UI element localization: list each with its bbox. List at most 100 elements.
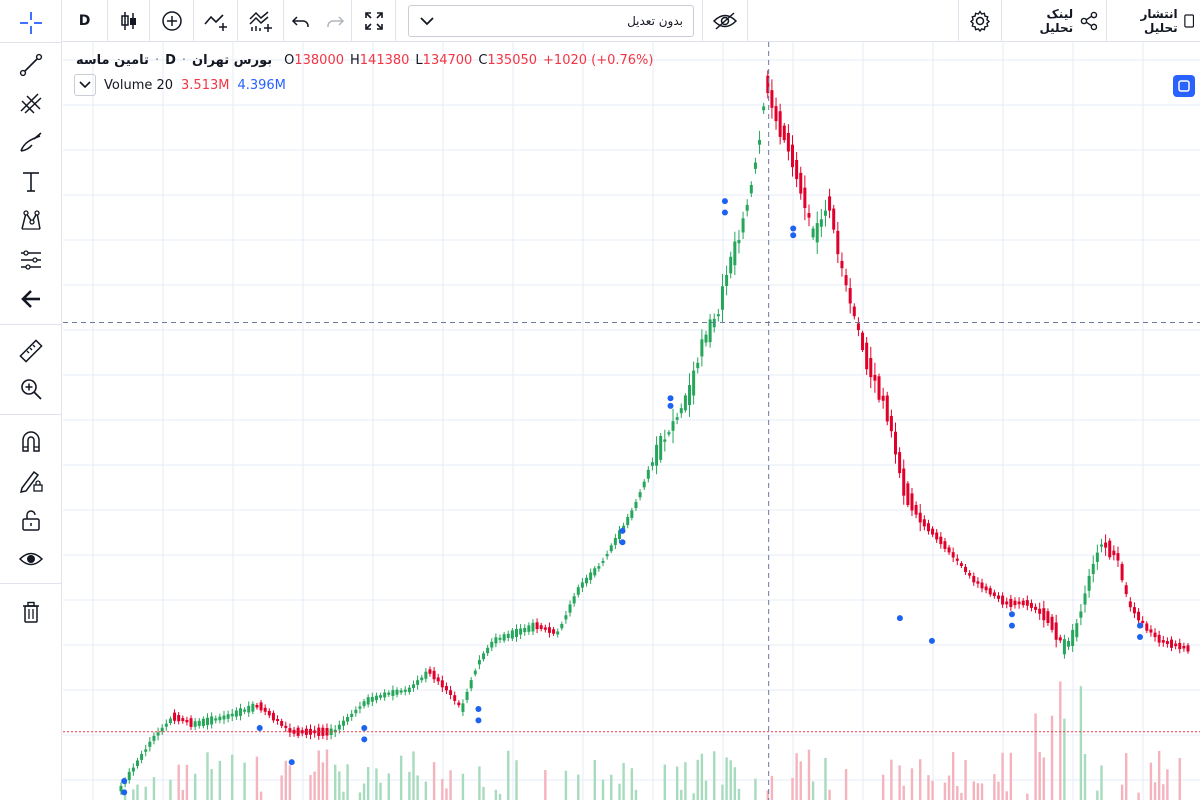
redo-button[interactable] [318,0,352,41]
candle-body [1095,552,1099,562]
candle-body [358,706,362,709]
settings-button[interactable] [959,0,1002,41]
chevron-down-icon [79,81,91,89]
candle-body [881,395,885,401]
candle-body [387,692,391,695]
volume-bar [980,783,984,800]
candle-body [708,319,712,343]
volume-bar [243,762,246,800]
fullscreen-button[interactable] [352,0,396,41]
interval-button[interactable]: D [62,0,108,41]
candle-body [951,552,955,558]
add-indicator-button[interactable] [150,0,194,41]
candle-body [1137,611,1141,621]
candle-body [234,710,238,717]
candle-body [601,560,605,563]
auto-scale-button[interactable] [1173,75,1195,97]
symbol-name[interactable]: تامین ماسه [76,52,149,68]
zoom-tool[interactable] [14,372,48,406]
candle-body [655,444,659,466]
candle-body [976,581,980,584]
candle-body [1091,563,1095,575]
volume-bars [123,681,1181,800]
text-tool[interactable] [14,165,48,199]
candle-body [1120,564,1124,581]
magnet-tool[interactable] [14,425,48,459]
delete-tool[interactable] [14,595,48,629]
chart-style-button[interactable] [108,0,150,41]
candle-body [1001,595,1005,605]
candle-body [280,721,284,726]
candle-body [1161,640,1165,643]
share-link-button[interactable]: لینک تحلیل [1003,0,1105,41]
undo-button[interactable] [284,0,318,41]
volume-bar [358,792,362,800]
candle-body [1174,643,1178,647]
gear-icon [969,9,991,32]
trendline-tool[interactable] [14,48,48,82]
back-tool[interactable] [14,282,48,316]
volume-bar [951,752,955,800]
candle-body [1038,608,1042,614]
brush-tool[interactable] [14,126,48,160]
crosshair-tool[interactable] [14,6,48,40]
price-chart[interactable] [63,42,1200,800]
volume-bar [206,752,209,800]
volume-bar [680,789,683,800]
price-adjustment-select[interactable]: بدون تعدیل [408,5,694,37]
signal-dot [721,198,728,205]
indicators-icon [248,10,272,32]
volume-bar [754,778,757,800]
volume-bar [544,770,547,800]
candle-body [852,306,856,317]
pattern-tool[interactable] [14,204,48,238]
candle-body [593,568,597,576]
volume-collapse-button[interactable] [74,74,96,96]
volume-bar [828,789,831,800]
candle-body [959,563,963,567]
indicators-button[interactable] [238,0,284,41]
candle-body [972,576,976,583]
fib-tool[interactable] [14,87,48,121]
candle-body [1005,601,1009,605]
unlock-tool[interactable] [14,503,48,537]
candle-body [605,554,609,557]
volume-bar [770,775,774,800]
candle-body [271,712,275,721]
volume-bar [725,757,728,800]
volume-bar [334,764,337,800]
signal-dot [790,232,797,239]
candle-body [140,753,144,760]
candle-body [523,627,527,633]
volume-bar [169,779,172,800]
compare-button[interactable] [194,0,238,41]
candle-body [720,286,724,310]
volume-bar [482,786,485,800]
undo-icon [291,15,309,27]
volume-bar [791,778,794,800]
volume-ma-value: 4.396M [237,77,286,93]
publish-analysis-button[interactable]: انتشار تحلیل [1107,0,1200,41]
volume-bar [288,765,292,800]
lock-drawing-tool[interactable] [14,464,48,498]
candle-body [650,462,654,466]
candle-body [778,111,782,137]
signal-dot [667,402,674,409]
ruler-tool[interactable] [14,334,48,368]
volume-bar [910,768,914,800]
volume-bar [931,780,934,800]
candle-body [135,760,139,767]
candle-body [828,196,832,211]
volume-bar [1157,750,1161,800]
volume-bar [379,782,382,800]
volume-bar [684,762,687,800]
candle-body [1178,643,1182,650]
volume-legend: Volume 20 3.513M 4.396M [74,74,286,96]
visibility-tool[interactable] [14,542,48,576]
candle-body [374,695,378,701]
candle-body [885,395,889,422]
candle-body [473,670,477,675]
forecast-tool[interactable] [14,243,48,277]
candle-body [688,385,692,406]
hide-drawings-button[interactable] [703,0,748,41]
